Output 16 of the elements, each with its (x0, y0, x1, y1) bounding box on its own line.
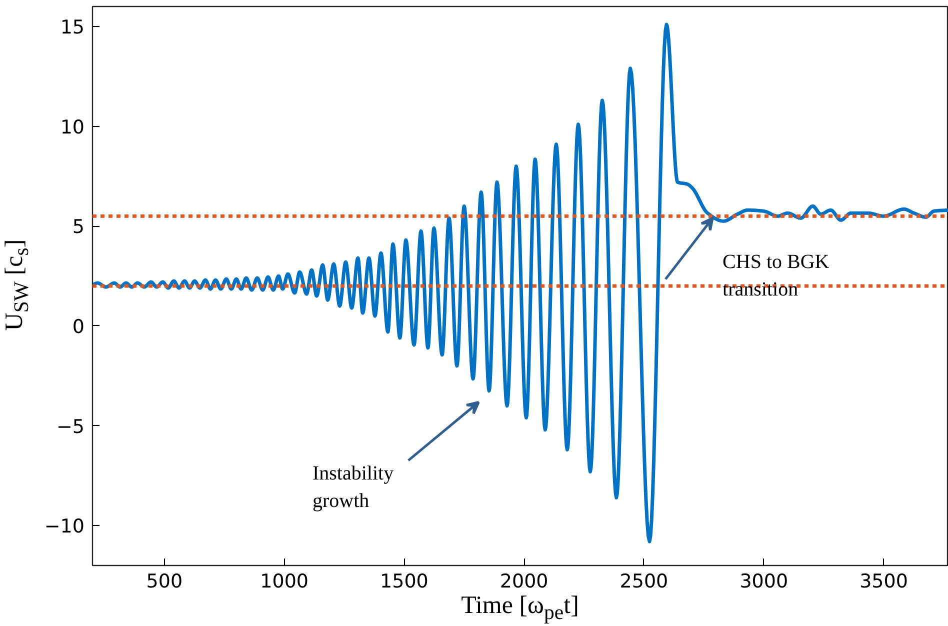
y-tick-label: 5 (72, 216, 85, 238)
x-tick-label: 2500 (620, 570, 668, 592)
x-tick-label: 1500 (380, 570, 428, 592)
x-axis-title: Time [ω$_{pe}$t] (460, 592, 580, 624)
x-tick-label: 1000 (260, 570, 309, 592)
x-tick-label: 2000 (500, 570, 548, 592)
annotation: CHS to BGK transition (722, 251, 830, 301)
y-tick-label: −5 (56, 416, 85, 438)
x-tick-label: 3500 (860, 570, 908, 592)
y-tick-label: 15 (60, 16, 85, 38)
y-tick-label: 0 (72, 316, 85, 338)
x-tick-label: 500 (146, 570, 183, 592)
x-tick-label: 3000 (740, 570, 788, 592)
y-tick-label: −10 (44, 516, 85, 538)
y-tick-label: 10 (60, 116, 85, 138)
annotation: Instability growth (312, 462, 394, 512)
